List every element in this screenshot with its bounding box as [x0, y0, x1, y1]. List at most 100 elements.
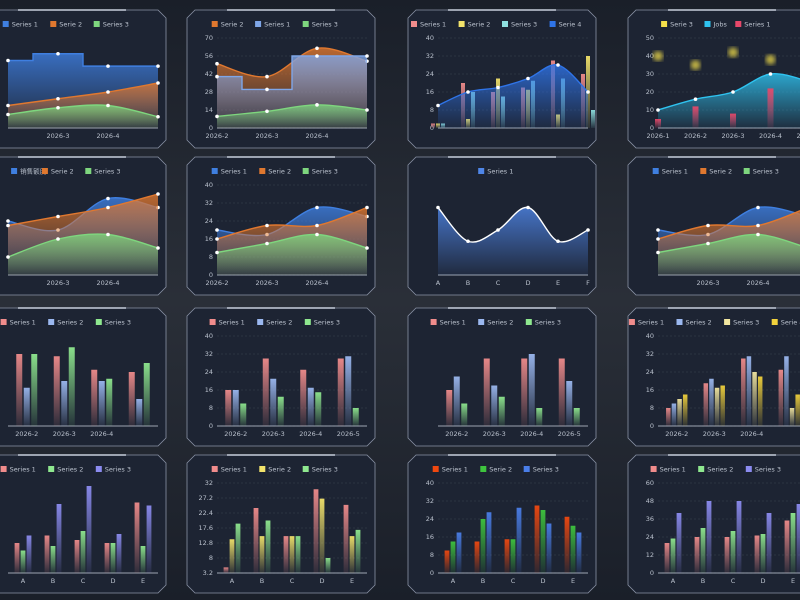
legend-label: Series 3	[753, 168, 779, 176]
chart-panel: Series 1 Series 2 Series 3 0 12 24 36 48 60 A B C D E	[627, 454, 800, 594]
bar	[270, 378, 277, 426]
bar	[486, 512, 492, 573]
bar	[677, 399, 682, 426]
point	[315, 232, 319, 237]
line	[216, 104, 368, 118]
legend-label: Series 1	[420, 21, 446, 29]
y-tick-label: 14	[205, 106, 213, 114]
bar	[240, 403, 247, 426]
x-tick-label: E	[571, 577, 575, 585]
bar	[746, 356, 752, 426]
bar	[229, 539, 235, 573]
point	[56, 214, 60, 219]
bar	[319, 498, 325, 573]
point	[315, 205, 319, 210]
bar	[106, 378, 113, 426]
legend-swatch	[525, 319, 532, 325]
bar	[760, 534, 766, 573]
y-tick-label: 0	[650, 422, 654, 430]
point	[466, 90, 470, 94]
x-tick-label: 2026-5	[337, 430, 360, 438]
legend-swatch	[650, 466, 657, 472]
legend-swatch	[255, 21, 262, 27]
y-tick-label: 0	[209, 124, 213, 132]
x-tick-label: A	[436, 279, 441, 287]
x-tick-label: 2026-3	[53, 430, 76, 438]
bar	[56, 504, 62, 573]
chart-panel: Series 1 Serie 2 Series 3 0 8 16 24 32 40 2026-2 2…	[186, 156, 376, 296]
point	[315, 223, 319, 228]
legend-swatch	[11, 168, 18, 174]
legend-label: 销售额度	[20, 167, 46, 176]
point	[6, 112, 10, 117]
x-tick-label: B	[466, 279, 470, 287]
glow-point	[690, 60, 701, 70]
point	[106, 90, 110, 94]
bar	[343, 504, 349, 573]
line	[7, 104, 159, 118]
point	[365, 54, 369, 58]
x-tick-label: B	[481, 577, 485, 585]
bar	[53, 356, 60, 426]
legend-label: Series 1	[221, 168, 247, 176]
bar	[784, 356, 789, 426]
x-tick-label: B	[701, 577, 705, 585]
legend-swatch	[85, 168, 92, 174]
x-tick-label: B	[260, 577, 264, 585]
legend-label: Series 1	[660, 466, 686, 474]
x-tick-label: 2026-2	[665, 430, 688, 438]
x-tick-label: E	[791, 577, 795, 585]
bar	[474, 541, 480, 573]
line	[217, 55, 367, 91]
y-tick-label: 40	[646, 332, 654, 340]
legend-swatch	[628, 319, 635, 325]
panel-frame	[0, 454, 167, 594]
glow-point	[728, 47, 738, 58]
x-tick-label: C	[496, 279, 501, 287]
legend-label: Series 3	[105, 466, 131, 474]
point	[768, 72, 773, 76]
x-tick-label: A	[21, 577, 26, 585]
y-tick-label: 24	[646, 533, 654, 541]
bar	[355, 529, 361, 573]
legend-label: Series 3	[755, 466, 781, 474]
bar	[80, 531, 86, 573]
bar	[104, 543, 110, 573]
bar	[730, 113, 736, 128]
point	[156, 246, 160, 250]
bar	[521, 358, 528, 426]
x-tick-label: B	[51, 577, 55, 585]
x-tick-label: 2026-2	[684, 132, 707, 140]
point	[106, 205, 110, 210]
legend-label: Series 2	[487, 319, 513, 327]
bar	[446, 390, 453, 426]
point	[56, 96, 60, 101]
y-tick-label: 8	[430, 551, 434, 559]
bar	[283, 536, 289, 573]
area	[658, 234, 800, 275]
legend-swatch	[211, 21, 218, 27]
legend-label: Series 3	[511, 21, 537, 29]
x-tick-label: C	[290, 577, 295, 585]
bar	[536, 408, 543, 426]
bar	[259, 536, 265, 573]
legend-swatch	[478, 168, 485, 174]
point	[215, 61, 219, 66]
bar	[795, 394, 800, 426]
glow-point	[653, 51, 663, 61]
y-tick-label: 8	[209, 554, 213, 562]
point	[656, 237, 660, 241]
bar	[91, 369, 98, 426]
bar	[307, 387, 314, 426]
bar	[591, 110, 595, 128]
bar	[86, 486, 92, 573]
bar	[31, 354, 38, 426]
legend-swatch	[771, 319, 778, 325]
point	[496, 228, 500, 232]
y-tick-label: 20	[646, 88, 654, 96]
bar	[136, 399, 143, 426]
bar	[778, 369, 784, 426]
bar	[61, 381, 68, 426]
legend-label: Series 1	[442, 466, 468, 474]
legend-swatch	[676, 319, 683, 325]
